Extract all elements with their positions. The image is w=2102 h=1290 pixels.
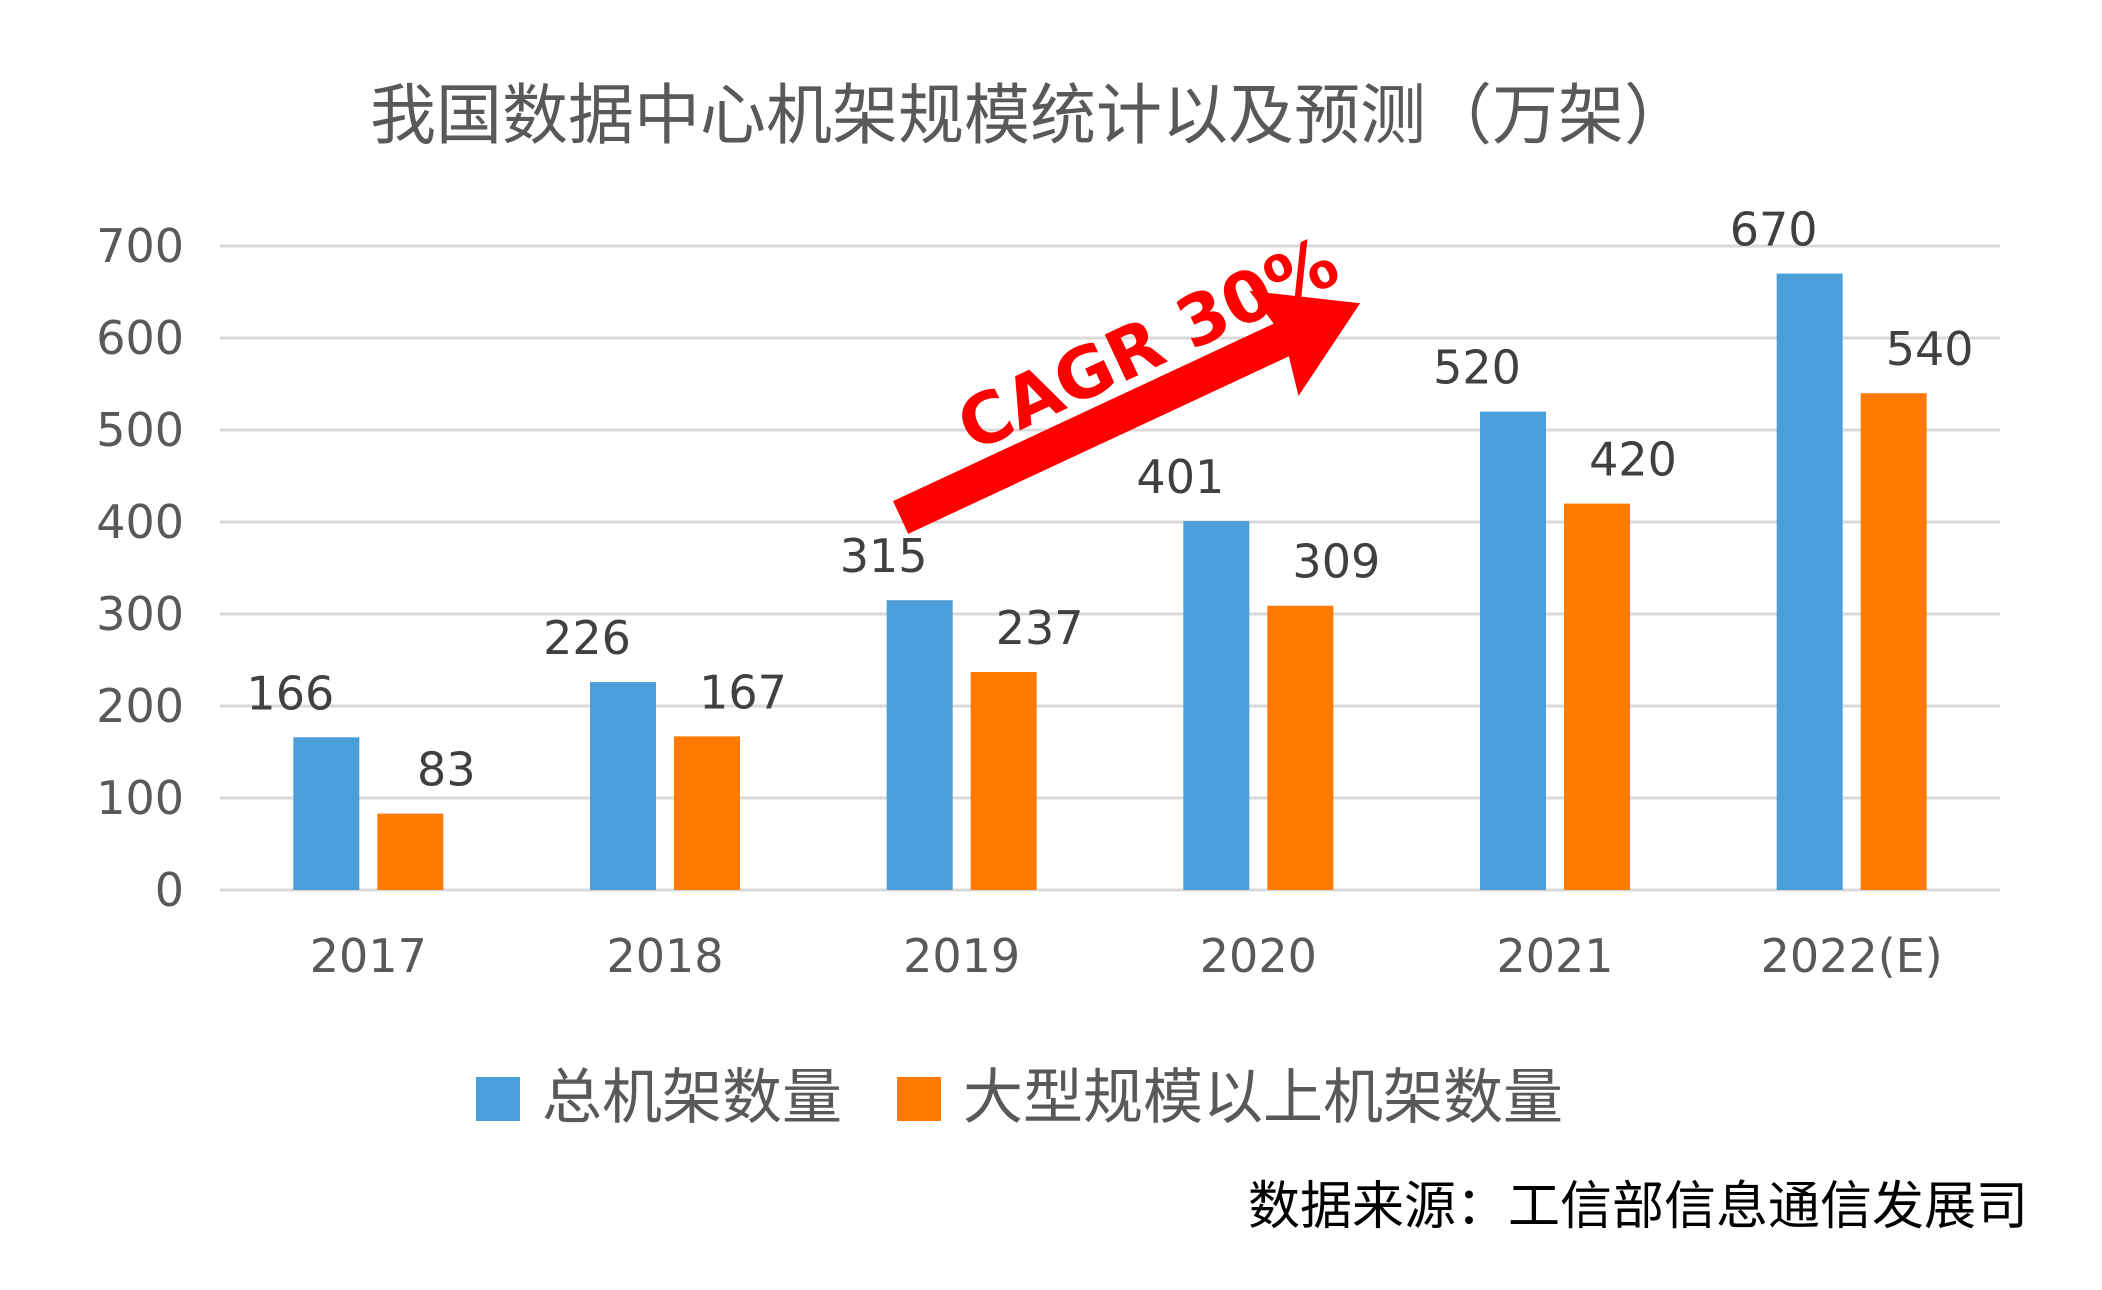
bar-large-scale-racks <box>970 671 1037 890</box>
y-tick-label: 100 <box>96 771 184 825</box>
bar-large-scale-racks <box>674 736 740 890</box>
bar-total-racks <box>886 600 953 890</box>
chart-title: 我国数据中心机架规模统计以及预测（万架） <box>370 77 1690 154</box>
bars <box>293 273 1927 891</box>
x-tick-label: 2021 <box>1496 929 1613 983</box>
x-tick-label: 2017 <box>310 929 427 983</box>
data-label: 315 <box>840 529 928 583</box>
bar-large-scale-racks <box>1564 503 1630 890</box>
y-tick-label: 200 <box>96 679 184 733</box>
data-label: 670 <box>1730 203 1818 257</box>
cagr-arrow <box>893 290 1361 534</box>
legend-label: 总机架数量 <box>542 1063 842 1133</box>
legend-label: 大型规模以上机架数量 <box>963 1063 1563 1133</box>
data-label: 167 <box>699 665 787 719</box>
data-label: 166 <box>246 666 334 720</box>
x-axis-tick-labels: 2017 2018 2019 2020 2021 2022(E) <box>310 929 1943 983</box>
x-tick-label: 2018 <box>606 929 723 983</box>
legend-swatch <box>476 1077 520 1121</box>
data-label: 237 <box>996 601 1084 655</box>
data-label: 540 <box>1886 322 1974 376</box>
data-label: 520 <box>1433 341 1521 395</box>
cagr-annotation: CAGR 30% <box>893 221 1361 534</box>
y-tick-label: 400 <box>96 495 184 549</box>
y-tick-label: 300 <box>96 587 184 641</box>
x-tick-label: 2022(E) <box>1761 929 1943 983</box>
legend: 总机架数量 大型规模以上机架数量 <box>476 1063 1563 1133</box>
data-label: 420 <box>1589 433 1677 487</box>
bar-total-racks <box>590 682 656 890</box>
y-axis-tick-labels: 0 100 200 300 400 500 600 700 <box>96 219 184 917</box>
data-source: 数据来源：工信部信息通信发展司 <box>1248 1177 2028 1237</box>
data-label: 83 <box>417 743 476 797</box>
bar-total-racks <box>1183 521 1250 890</box>
x-tick-label: 2019 <box>903 929 1020 983</box>
bar-total-racks <box>293 737 360 890</box>
bar-total-racks <box>1776 273 1843 891</box>
data-labels: 166 83 226 167 315 237 401 309 520 420 670 540 <box>246 203 1973 797</box>
bar-large-scale-racks <box>1267 605 1334 890</box>
data-label: 401 <box>1136 450 1224 504</box>
x-tick-label: 2020 <box>1200 929 1317 983</box>
legend-swatch <box>897 1077 941 1121</box>
data-label: 226 <box>543 611 631 665</box>
data-label: 309 <box>1292 535 1380 589</box>
y-tick-label: 500 <box>96 403 184 457</box>
bar-large-scale-racks <box>377 813 444 890</box>
y-tick-label: 700 <box>96 219 184 273</box>
bar-total-racks <box>1480 411 1546 890</box>
y-tick-label: 600 <box>96 311 184 365</box>
y-tick-label: 0 <box>155 863 184 917</box>
bar-large-scale-racks <box>1860 393 1927 890</box>
